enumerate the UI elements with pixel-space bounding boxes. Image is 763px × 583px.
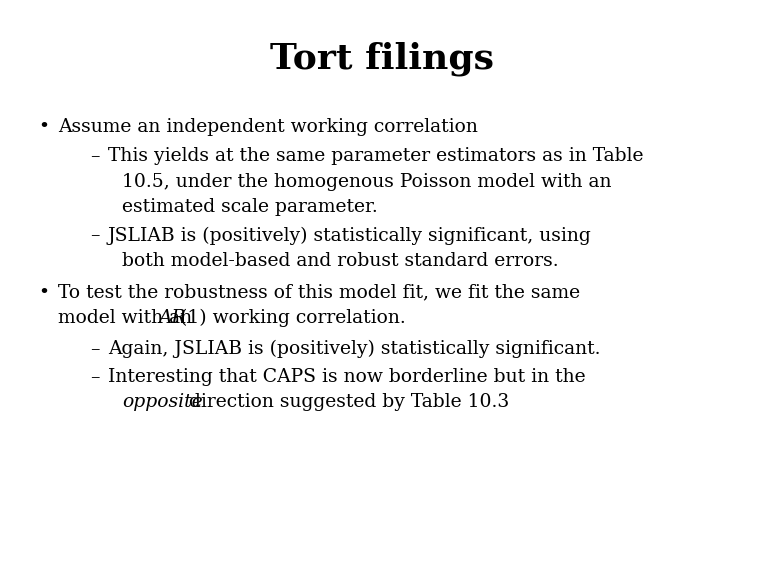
Text: –: – [90, 226, 99, 244]
Text: This yields at the same parameter estimators as in Table: This yields at the same parameter estima… [108, 147, 643, 166]
Text: AR: AR [158, 309, 185, 327]
Text: To test the robustness of this model fit, we fit the same: To test the robustness of this model fit… [58, 284, 580, 302]
Text: Tort filings: Tort filings [269, 42, 494, 76]
Text: •: • [38, 118, 49, 136]
Text: –: – [90, 147, 99, 166]
Text: opposite: opposite [122, 394, 203, 412]
Text: Interesting that CAPS is now borderline but in the: Interesting that CAPS is now borderline … [108, 368, 586, 386]
Text: –: – [90, 368, 99, 386]
Text: 10.5, under the homogenous Poisson model with an: 10.5, under the homogenous Poisson model… [122, 173, 611, 191]
Text: estimated scale parameter.: estimated scale parameter. [122, 198, 378, 216]
Text: Again, JSLIAB is (positively) statistically significant.: Again, JSLIAB is (positively) statistica… [108, 340, 600, 358]
Text: both model-based and robust standard errors.: both model-based and robust standard err… [122, 252, 559, 270]
Text: model with an: model with an [58, 309, 198, 327]
Text: JSLIAB is (positively) statistically significant, using: JSLIAB is (positively) statistically sig… [108, 226, 592, 245]
Text: Assume an independent working correlation: Assume an independent working correlatio… [58, 118, 478, 136]
Text: direction suggested by Table 10.3: direction suggested by Table 10.3 [183, 394, 509, 412]
Text: (1) working correlation.: (1) working correlation. [174, 309, 406, 328]
Text: •: • [38, 284, 49, 302]
Text: –: – [90, 340, 99, 358]
